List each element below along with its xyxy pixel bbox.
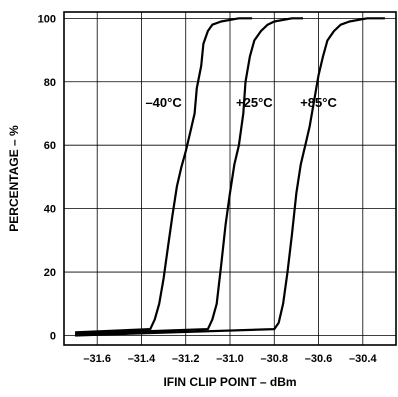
x-tick-label: –30.4 xyxy=(349,353,377,365)
x-tick-label: –31.6 xyxy=(83,353,111,365)
series-annotations: –40°C +25°C +85°C xyxy=(145,95,337,110)
series-annotation-2: +85°C xyxy=(300,95,337,110)
y-tick-label: 20 xyxy=(44,267,56,279)
x-axis-title: IFIN CLIP POINT – dBm xyxy=(163,375,296,389)
y-tick-label: 60 xyxy=(44,140,56,152)
grid xyxy=(64,12,396,345)
y-axis-title: PERCENTAGE – % xyxy=(7,125,21,232)
series-annotation-0: –40°C xyxy=(145,95,182,110)
y-tick-label: 100 xyxy=(38,13,56,25)
x-tick-label: –30.8 xyxy=(261,353,289,365)
plot-frame xyxy=(63,11,397,346)
y-tick-labels: 0 20 40 60 80 100 xyxy=(38,13,56,342)
y-tick-label: 80 xyxy=(44,77,56,89)
y-tick-label: 0 xyxy=(50,330,56,342)
x-tick-label: –31.0 xyxy=(216,353,244,365)
series-annotation-1: +25°C xyxy=(236,95,273,110)
x-tick-label: –31.4 xyxy=(128,353,156,365)
x-tick-label: –30.6 xyxy=(305,353,333,365)
x-tick-label: –31.2 xyxy=(172,353,200,365)
series-line-2 xyxy=(75,17,385,337)
x-tick-labels: –31.6 –31.4 –31.2 –31.0 –30.8 –30.6 –30.4 xyxy=(83,353,377,365)
series-line-0 xyxy=(75,17,253,334)
y-tick-label: 40 xyxy=(44,204,56,216)
series-layer xyxy=(75,17,385,337)
series-line-1 xyxy=(75,17,303,335)
